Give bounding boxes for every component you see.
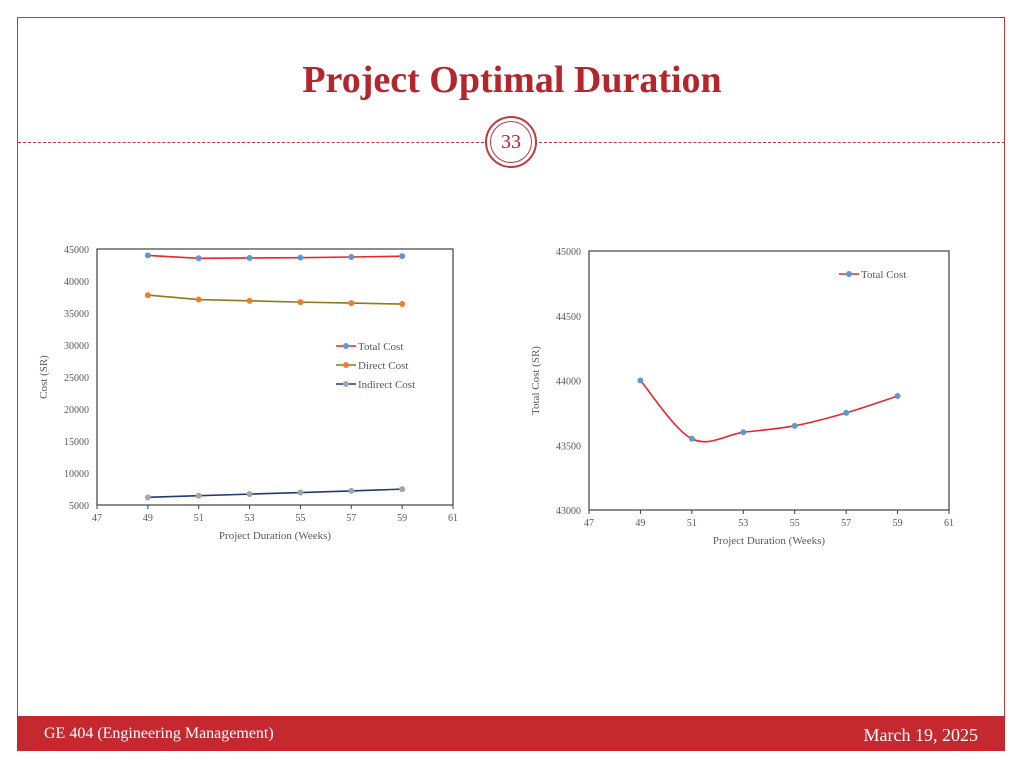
y-tick-label: 44000	[556, 377, 581, 388]
data-point	[297, 299, 304, 306]
divider-left	[18, 142, 484, 143]
chart-1: 5000 10000 15000 20000 25000 30000 35000 40000 4…	[38, 245, 458, 542]
x-tick-label: 49	[635, 518, 645, 529]
data-point	[348, 254, 355, 260]
slide-date: March 19, 2025	[863, 725, 978, 745]
data-point	[348, 300, 355, 307]
data-point	[348, 487, 355, 494]
y-tick-label: 44500	[556, 312, 581, 323]
legend-marker	[343, 343, 349, 349]
divider-right	[539, 142, 1005, 143]
data-point	[195, 255, 202, 262]
data-point	[399, 253, 406, 260]
x-tick-label: 49	[143, 513, 153, 524]
y-tick-label: 45000	[64, 245, 89, 256]
y-tick-label: 43000	[556, 506, 581, 517]
legend-label: Total Cost	[861, 269, 906, 281]
y-tick-label: 43500	[556, 441, 581, 452]
x-axis-label: Project Duration (Weeks)	[219, 530, 331, 542]
series-line-total-cost	[147, 254, 403, 260]
page-number-badge: 33	[485, 116, 537, 168]
x-tick-label: 51	[687, 518, 697, 529]
data-point	[740, 429, 747, 436]
y-tick-label: 15000	[64, 437, 89, 448]
plot-area	[96, 248, 454, 506]
x-tick-label: 57	[346, 513, 356, 524]
page-number: 33	[490, 121, 532, 163]
y-tick-label: 10000	[64, 469, 89, 480]
data-point	[894, 393, 901, 400]
data-point	[297, 489, 304, 496]
x-tick-label: 59	[397, 513, 407, 524]
x-axis-label: Project Duration (Weeks)	[713, 535, 825, 547]
data-point	[843, 409, 850, 416]
x-tick-label: 55	[295, 513, 305, 524]
legend-label: Total Cost	[358, 341, 403, 353]
series-line-direct-cost	[147, 294, 403, 305]
series-line-indirect-cost	[147, 488, 403, 499]
y-axis-label: Cost (SR)	[38, 355, 50, 399]
y-axis-label: Total Cost (SR)	[530, 346, 542, 415]
series-line-total-cost	[639, 379, 898, 443]
plot-area	[588, 250, 950, 511]
x-tick-label: 61	[448, 513, 458, 524]
legend-marker	[343, 381, 349, 387]
data-point	[195, 492, 202, 499]
legend-label: Indirect Cost	[358, 379, 415, 391]
legend-marker	[846, 271, 852, 277]
data-point	[246, 297, 253, 304]
data-point	[297, 254, 304, 261]
y-tick-label: 35000	[64, 309, 89, 320]
x-tick-label: 47	[92, 513, 102, 524]
data-point	[246, 491, 253, 498]
x-tick-label: 61	[944, 518, 954, 529]
data-point	[688, 435, 695, 442]
data-point	[399, 486, 406, 493]
data-point	[144, 292, 151, 299]
x-tick-label: 53	[245, 513, 255, 524]
chart-2: 43000 43500 44000 44500 45000 47 49 51 53 55 57 59 6…	[530, 247, 954, 547]
x-tick-label: 53	[738, 518, 748, 529]
data-point	[246, 254, 253, 261]
data-point	[195, 296, 202, 303]
data-point	[144, 494, 151, 501]
x-tick-label: 55	[790, 518, 800, 529]
data-point	[637, 377, 644, 384]
y-tick-label: 25000	[64, 373, 89, 384]
x-tick-label: 57	[841, 518, 851, 529]
y-tick-label: 40000	[64, 277, 89, 288]
footer-bar: GE 404 (Engineering Management) March 19…	[17, 716, 1005, 751]
y-tick-label: 30000	[64, 341, 89, 352]
data-point	[791, 422, 798, 429]
x-tick-label: 47	[584, 518, 594, 529]
y-tick-label: 45000	[556, 247, 581, 258]
legend-marker	[343, 362, 349, 368]
course-name: GE 404 (Engineering Management)	[44, 725, 274, 742]
y-tick-label: 20000	[64, 405, 89, 416]
x-tick-label: 59	[893, 518, 903, 529]
x-tick-label: 51	[194, 513, 204, 524]
slide-title: Project Optimal Duration	[302, 59, 722, 101]
data-point	[144, 252, 151, 259]
legend-label: Direct Cost	[358, 360, 408, 372]
data-point	[399, 301, 406, 308]
y-tick-label: 5000	[69, 501, 89, 512]
